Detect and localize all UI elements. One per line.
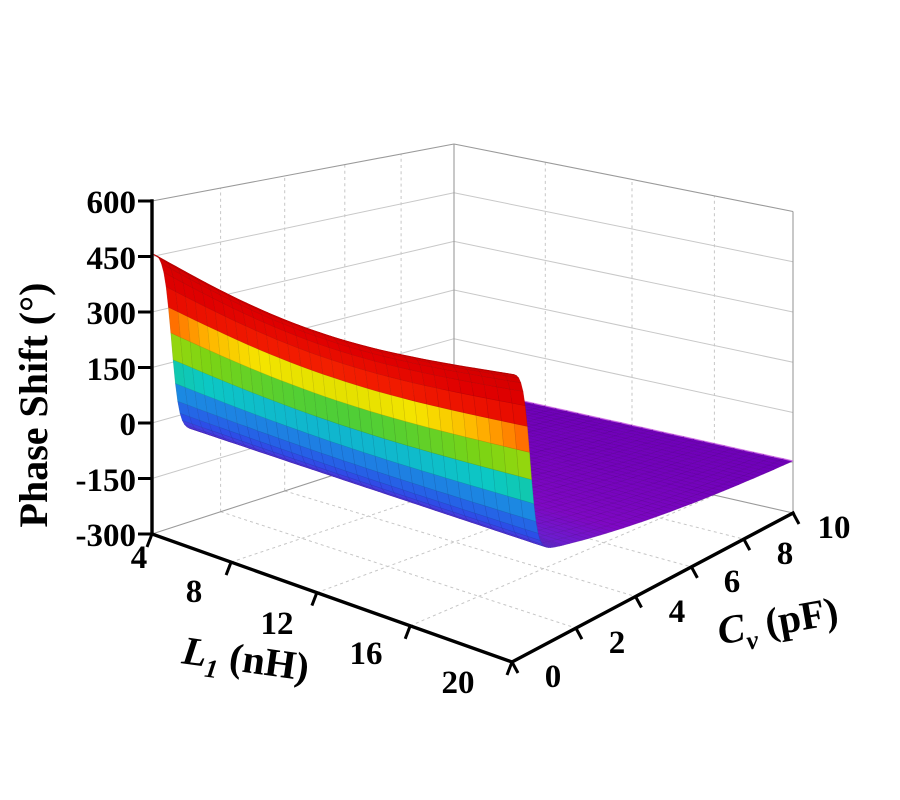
y-tick-label: 2 [609, 625, 626, 661]
z-tick-label: 600 [87, 185, 137, 221]
surface-mesh [151, 253, 794, 548]
z-tick-label: -150 [76, 463, 137, 499]
axes-lines-ticks [138, 199, 801, 676]
z-tick-label: 0 [120, 407, 137, 443]
z-tick-label: 300 [87, 296, 137, 332]
y-tick-label: 10 [818, 510, 851, 546]
y-tick-label: 6 [724, 564, 741, 600]
axis-titles: Phase Shift (°) L1 (nH) Cv (pF) [11, 283, 841, 696]
y-tick-label: 0 [545, 659, 562, 695]
z-tick-label: 450 [87, 241, 137, 277]
x-tick-label: 4 [131, 540, 148, 576]
y-tick-label: 4 [669, 594, 686, 630]
x-tick-label: 8 [186, 574, 203, 610]
x-axis-title: L1 (nH) [178, 627, 312, 696]
x-tick-label: 20 [442, 665, 475, 701]
z-tick-label: 150 [87, 352, 137, 388]
z-axis-title: Phase Shift (°) [11, 283, 56, 528]
x-tick-label: 16 [350, 636, 383, 672]
y-tick-label: 8 [777, 536, 794, 572]
z-tick-label: -300 [76, 518, 137, 554]
x-tick-label: 12 [261, 606, 294, 642]
